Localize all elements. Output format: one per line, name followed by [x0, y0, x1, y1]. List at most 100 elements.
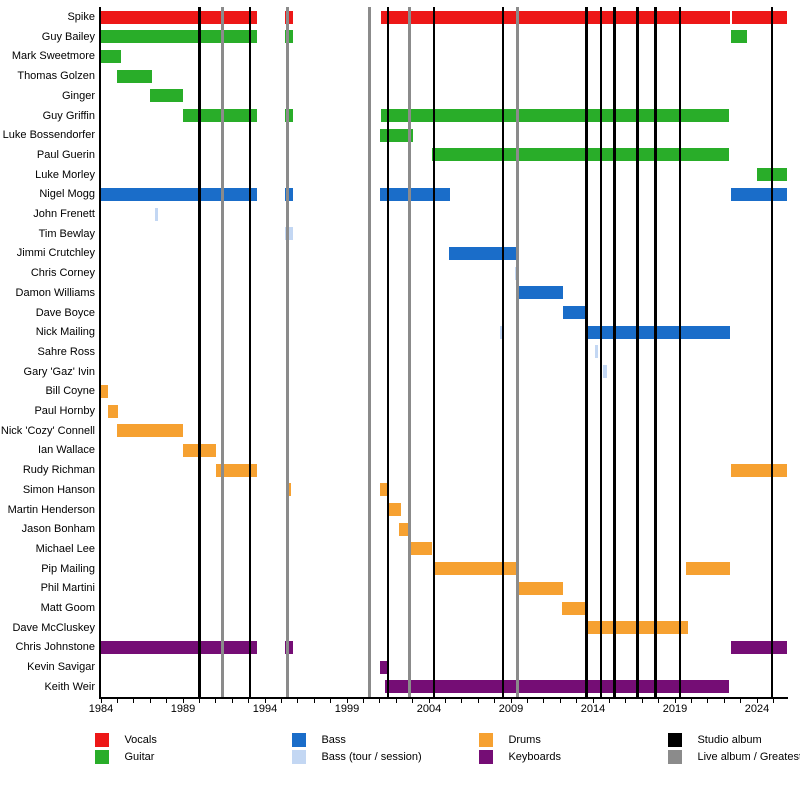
axis-tick — [772, 699, 774, 703]
axis-tick — [658, 699, 660, 703]
legend-swatch-keyboards — [479, 750, 493, 764]
member-label: Jason Bonham — [21, 523, 95, 536]
axis-tick — [330, 699, 332, 703]
legend-swatch-drums — [479, 733, 493, 747]
legend-item-guitar: Guitar — [95, 750, 154, 765]
y-axis — [99, 7, 101, 699]
timeline-bar-drums — [379, 483, 388, 497]
member-label: Phil Martini — [40, 582, 95, 595]
studio-album-line — [654, 7, 657, 697]
member-label: Ian Wallace — [37, 444, 95, 457]
axis-tick — [313, 699, 315, 703]
legend-item-vocals: Vocals — [95, 733, 157, 748]
legend-label: Studio album — [697, 734, 762, 746]
member-label: Nick Mailing — [35, 326, 95, 339]
member-label: Keith Weir — [44, 680, 95, 693]
member-label: Matt Goom — [40, 602, 95, 614]
member-label: Paul Guerin — [36, 148, 95, 161]
member-label: Martin Henderson — [7, 503, 95, 516]
axis-tick — [346, 699, 348, 703]
member-label: Gary 'Gaz' Ivin — [23, 365, 95, 378]
timeline-bar-drums — [215, 463, 257, 477]
axis-tick — [149, 699, 151, 703]
studio-album-line — [585, 7, 588, 697]
member-label: Guy Bailey — [41, 30, 95, 43]
legend-label: Vocals — [124, 734, 157, 746]
legend-item-keyboards: Keyboards — [479, 750, 561, 765]
axis-tick — [428, 699, 430, 703]
axis-tick — [379, 699, 381, 703]
member-label: Chris Johnstone — [15, 641, 96, 654]
timeline-bar-bass_session — [594, 345, 598, 359]
legend-swatch-bass-session — [292, 750, 306, 764]
timeline-bar-drums — [686, 562, 730, 576]
axis-tick — [297, 699, 299, 703]
timeline-bar-bass_session — [499, 325, 503, 339]
timeline-bar-vocals — [101, 10, 257, 24]
member-label: Jimmi Crutchley — [16, 247, 95, 260]
axis-tick — [116, 699, 118, 703]
axis-tick — [395, 699, 397, 703]
studio-album-line — [678, 7, 682, 697]
axis-tick-label: 2004 — [416, 703, 442, 715]
legend-item-drums: Drums — [479, 733, 541, 748]
timeline-bar-drums — [433, 562, 520, 576]
timeline-bar-vocals — [381, 10, 730, 24]
member-label: Thomas Golzen — [17, 70, 95, 83]
axis-tick — [100, 699, 102, 703]
axis-tick — [133, 699, 135, 703]
studio-album-line — [248, 7, 252, 697]
axis-tick-label: 2019 — [662, 703, 688, 715]
member-label: Dave McCluskey — [12, 621, 95, 634]
legend-item-bass: Bass — [292, 733, 346, 748]
timeline-bar-keyboards — [384, 680, 730, 694]
axis-tick — [248, 699, 250, 703]
axis-tick — [264, 699, 266, 703]
member-label: Michael Lee — [35, 542, 95, 555]
axis-tick — [182, 699, 184, 703]
live-album-line — [368, 7, 372, 697]
axis-tick-label: 1999 — [334, 703, 360, 715]
axis-tick-label: 1994 — [252, 703, 278, 715]
axis-tick — [510, 699, 512, 703]
member-label: Luke Morley — [35, 168, 95, 181]
legend-swatch-vocals — [95, 733, 109, 747]
axis-tick — [559, 699, 561, 703]
axis-tick-label: 1989 — [170, 703, 196, 715]
legend-label: Live album / Greatest Hits — [697, 751, 800, 763]
timeline-bar-bass — [101, 187, 257, 201]
axis-tick — [543, 699, 545, 703]
member-label: Pip Mailing — [41, 562, 95, 575]
legend-swatch-live-album — [668, 750, 682, 764]
timeline-bar-guitar — [101, 30, 257, 44]
legend-label: Bass — [321, 734, 346, 746]
timeline-bar-bass_session — [602, 365, 607, 379]
axis-tick — [723, 699, 725, 703]
axis-tick — [526, 699, 528, 703]
timeline-bar-guitar — [381, 109, 730, 122]
timeline-bar-drums — [108, 404, 119, 418]
member-label: Ginger — [61, 89, 95, 102]
studio-album-line — [770, 7, 773, 697]
timeline-bar-drums — [409, 542, 433, 556]
axis-tick-label: 1984 — [88, 703, 114, 715]
live-album-line — [516, 7, 520, 697]
axis-tick — [166, 699, 168, 703]
member-label: Damon Williams — [15, 286, 95, 299]
legend-label: Guitar — [124, 751, 155, 763]
member-label: Dave Boyce — [35, 306, 95, 319]
timeline-bar-guitar — [183, 109, 257, 122]
timeline-bar-guitar — [101, 49, 121, 63]
studio-album-line — [432, 7, 436, 697]
member-label: Paul Hornby — [34, 405, 95, 417]
member-label: Spike — [67, 11, 95, 23]
axis-tick — [674, 699, 676, 703]
axis-tick-label: 2009 — [498, 703, 524, 715]
live-album-line — [286, 7, 290, 697]
axis-tick — [198, 699, 200, 703]
axis-tick — [641, 699, 643, 703]
member-label: Chris Corney — [30, 267, 95, 280]
legend-swatch-bass — [292, 733, 306, 747]
member-label: Nigel Mogg — [39, 188, 95, 201]
